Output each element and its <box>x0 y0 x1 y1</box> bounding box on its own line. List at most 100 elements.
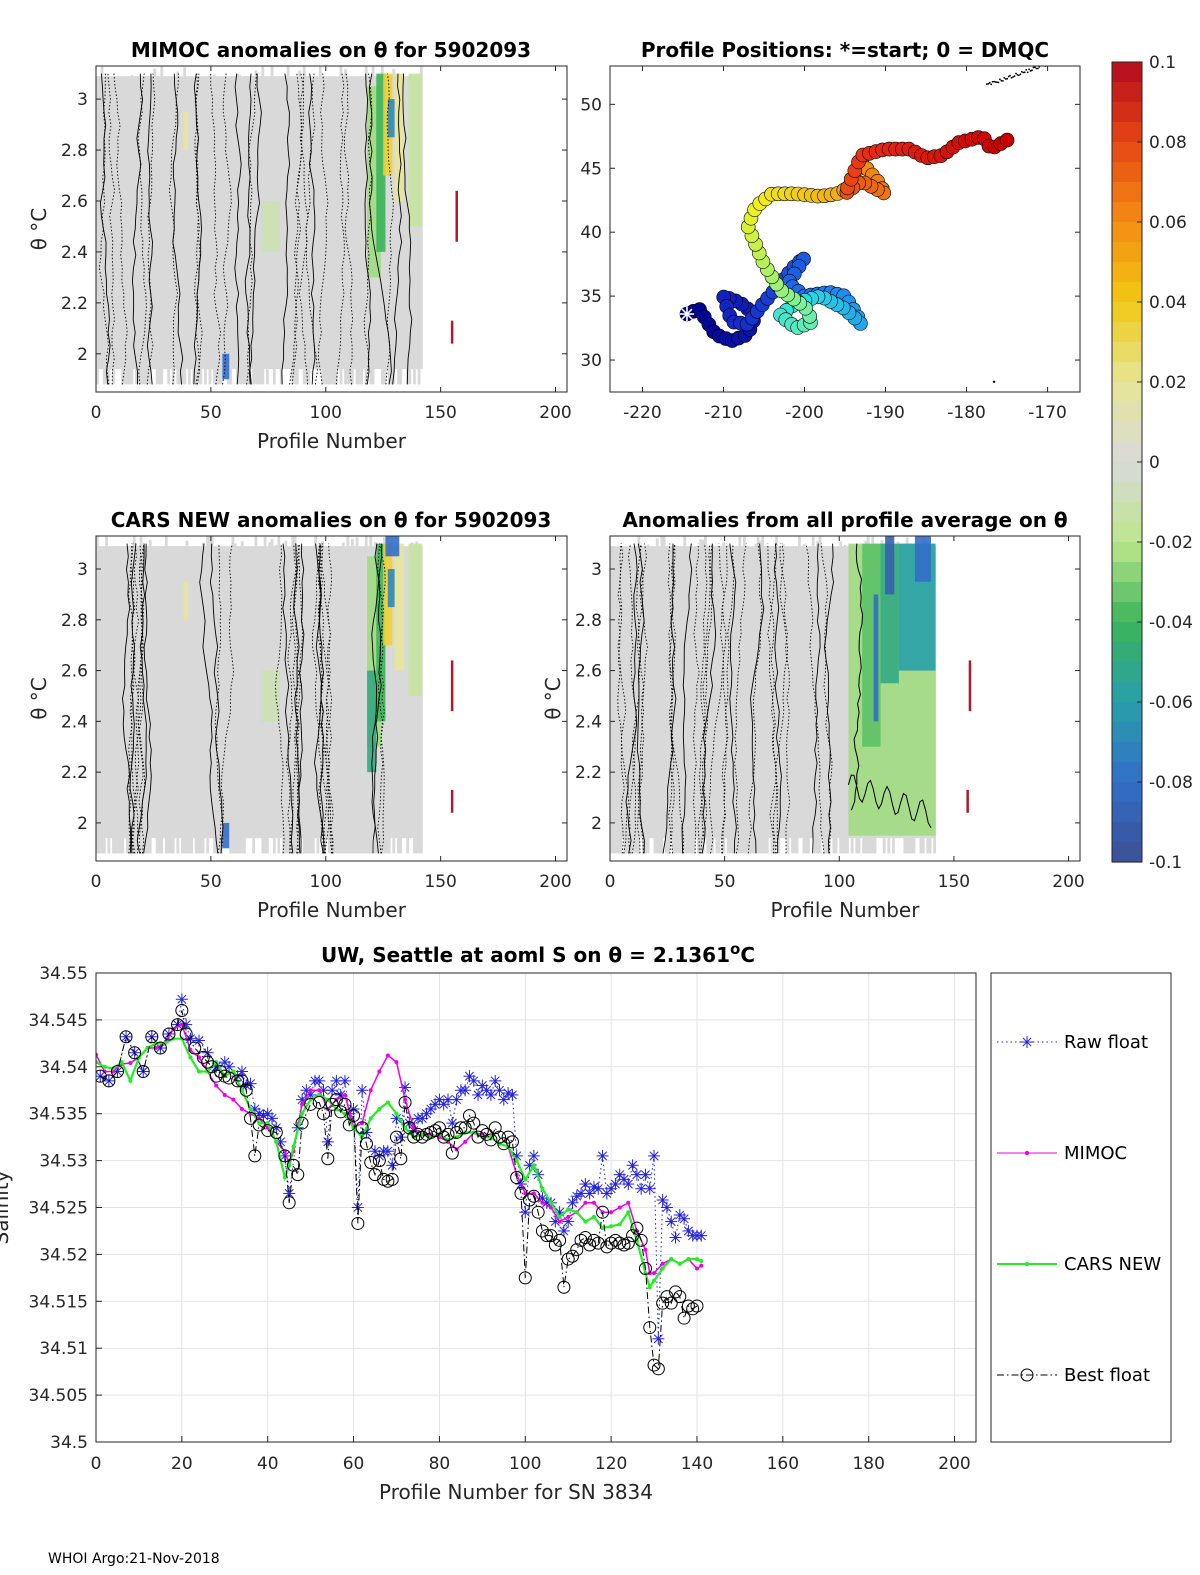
allavg-ytick-label: 2 <box>591 814 602 834</box>
cars-field-column <box>355 537 359 854</box>
allavg-field-column <box>660 536 664 854</box>
best-float-point <box>351 1216 365 1230</box>
mimoc-axes-box <box>95 65 568 393</box>
cars-contour-line <box>319 543 333 854</box>
allavg-field-column <box>731 546 735 854</box>
cars-xtick-label: 50 <box>200 872 222 892</box>
allavg-anomaly-streak <box>885 536 895 595</box>
start-marker-stroke <box>681 308 693 320</box>
cars-contour-line <box>143 543 152 854</box>
allavg-field-column <box>775 536 778 839</box>
cars-field-column <box>360 546 364 854</box>
allavg-contour-line <box>805 543 825 854</box>
mimoc-field-column <box>316 76 320 370</box>
raw-float-point-stroke <box>683 1226 693 1236</box>
colorbar-swatch <box>1112 782 1142 803</box>
positions-xtick-label: -210 <box>704 403 743 423</box>
cars-field-column <box>206 536 210 854</box>
cars-field-column <box>197 546 200 854</box>
allavg-field-column <box>720 546 723 839</box>
mimoc-field-column <box>190 76 193 370</box>
legend-box <box>990 972 1172 1443</box>
cars-point <box>300 1111 305 1116</box>
best-float-point <box>630 1221 644 1235</box>
cars-field-column <box>302 546 306 854</box>
allavg-contour-line <box>667 543 685 854</box>
allavg-field-column <box>765 546 769 854</box>
mimoc-contour-line <box>146 73 153 385</box>
cars-field-column <box>288 546 292 854</box>
mimoc-field-column <box>314 76 318 370</box>
allavg-field-column <box>754 543 758 854</box>
legend-mimoc-label: MIMOC <box>1064 1143 1127 1164</box>
trail-dot <box>987 82 990 85</box>
colorbar-swatch <box>1112 142 1142 163</box>
colorbar-tick-label: -0.06 <box>1149 693 1193 713</box>
allavg-field-column <box>798 536 801 839</box>
cars-point <box>523 1177 528 1182</box>
trail-dot <box>988 81 991 84</box>
mimoc-field-column <box>137 76 141 385</box>
raw-float-point-stroke <box>434 1095 444 1105</box>
mimoc-xtick-label: 50 <box>200 403 222 423</box>
best-float-point <box>407 1130 421 1144</box>
cars-field-column <box>243 546 246 854</box>
cars-point <box>239 1088 244 1093</box>
raw-float-point <box>695 1229 708 1242</box>
cars-field-column <box>339 546 343 854</box>
mimoc-field-column <box>357 76 361 385</box>
best-float-point <box>145 1030 159 1044</box>
allavg-field-column <box>733 546 737 854</box>
cars-anomaly-streak <box>394 543 404 671</box>
raw-float-point-stroke <box>499 1095 509 1105</box>
mimoc-field-column <box>286 66 290 370</box>
raw-float-point <box>557 1224 570 1237</box>
cars-point <box>652 1278 657 1283</box>
mimoc-point <box>643 1247 648 1252</box>
cars-field-column <box>348 546 352 854</box>
mimoc-field-column <box>325 76 329 385</box>
colorbar-swatch <box>1112 422 1142 443</box>
allavg-field-column <box>692 546 696 854</box>
salinity-xtick-label: 0 <box>91 1454 102 1474</box>
cars-point <box>514 1158 519 1163</box>
raw-float-point <box>484 1088 497 1101</box>
raw-float-point-stroke <box>477 1081 487 1091</box>
allavg-contour-line <box>767 543 778 854</box>
allavg-axes-box <box>609 535 1081 862</box>
cars-field-column <box>256 546 260 839</box>
cars-field-column <box>107 546 111 854</box>
cars-anomaly-panel: 0 50 100 150 200 2 2.2 2.4 2.6 2.8 3 Profile Number… <box>27 535 572 922</box>
allavg-field-column <box>820 546 824 839</box>
allavg-field-column <box>749 546 753 854</box>
mimoc-field-column <box>151 76 154 370</box>
best-float-point <box>557 1280 571 1294</box>
trail-dot <box>1012 76 1014 78</box>
best-float-point <box>325 1097 339 1111</box>
allavg-field-column <box>825 546 829 854</box>
cars-field-column <box>167 546 171 854</box>
trail-dot <box>1004 78 1007 80</box>
best-float-point <box>342 1118 356 1132</box>
colorbar-swatch <box>1112 582 1142 603</box>
mimoc-field-column <box>362 76 366 370</box>
allavg-contour-line <box>823 543 834 854</box>
cars-contour-line <box>290 543 300 854</box>
mimoc-field-column <box>291 76 295 385</box>
raw-float-point-stroke <box>658 1195 668 1205</box>
trail-dot <box>1041 64 1043 66</box>
raw-float-point <box>665 1215 678 1228</box>
positions-ytick-label: 40 <box>580 223 602 243</box>
allavg-field-column <box>717 546 721 854</box>
raw-float-point <box>386 1159 399 1172</box>
mimoc-contour-line <box>193 73 202 385</box>
raw-float-point <box>356 1084 369 1097</box>
allavg-field-column <box>740 546 744 854</box>
cars-contour-line <box>128 543 135 854</box>
cars-point <box>119 1060 124 1065</box>
raw-float-point <box>648 1149 661 1162</box>
allavg-xtick-label: 50 <box>714 872 736 892</box>
best-float-point <box>493 1130 507 1144</box>
allavg-field-column <box>715 546 719 854</box>
best-float-point <box>213 1064 227 1078</box>
